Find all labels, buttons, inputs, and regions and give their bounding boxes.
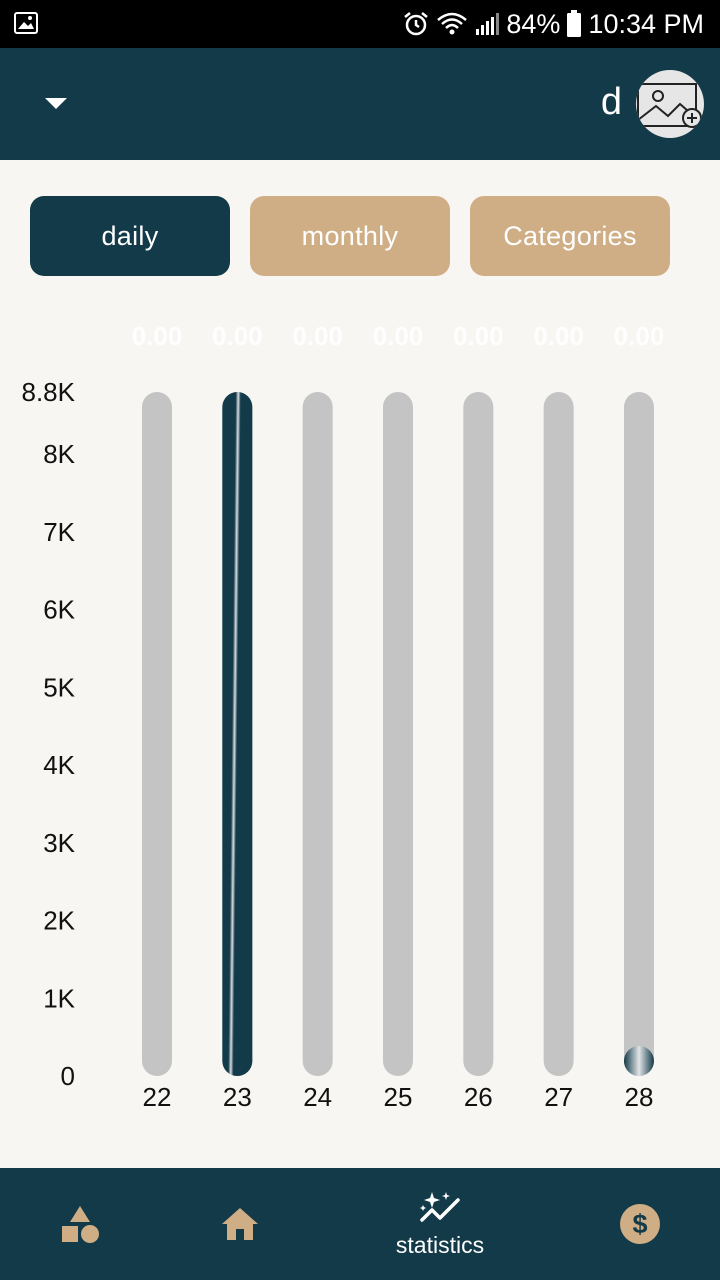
x-tick-label: 22	[143, 1082, 172, 1112]
bar-top-value-label: 0.00	[292, 321, 343, 351]
tab-categories[interactable]: Categories	[470, 196, 670, 276]
y-tick-label: 4K	[43, 750, 75, 780]
y-tick-label: 8K	[43, 439, 75, 469]
nav-expenses[interactable]: $	[600, 1168, 680, 1280]
bar-top-value-label: 0.00	[614, 321, 665, 351]
x-tick-label: 24	[303, 1082, 332, 1112]
nav-statistics[interactable]: statistics	[380, 1168, 500, 1280]
bar-top-value-label: 0.00	[453, 321, 504, 351]
bar-track[interactable]	[142, 392, 172, 1076]
nav-statistics-label: statistics	[395, 1231, 485, 1258]
bottom-navigation: statistics $	[0, 1168, 720, 1280]
nav-home[interactable]	[200, 1168, 280, 1280]
caret-down-icon	[45, 98, 67, 109]
chart-svg: 0 1K 2K 3K 4K 5K 6K 7K 8K 8.8K 0.00 22 0.00 23 0.00 24 0…	[22, 321, 665, 1112]
bar-track[interactable]	[382, 392, 413, 1076]
bar-top-value-label: 0.00	[533, 321, 584, 351]
x-tick-label: 28	[625, 1082, 654, 1112]
bar-track[interactable]	[623, 392, 654, 1076]
add-photo-icon	[637, 83, 702, 128]
x-tick-label: 27	[544, 1082, 573, 1112]
y-tick-label: 2K	[43, 906, 75, 936]
avatar[interactable]	[636, 70, 704, 138]
bar-value[interactable]	[222, 392, 253, 1076]
nav-categories[interactable]	[40, 1168, 120, 1280]
y-tick-label: 0	[61, 1061, 75, 1091]
app-bar: d	[0, 48, 720, 160]
alarm-icon	[402, 10, 430, 38]
y-tick-label: 3K	[43, 828, 75, 858]
user-initial: d	[600, 81, 622, 123]
period-tabs: daily monthly Categories	[30, 196, 670, 276]
dollar-icon: $	[620, 1204, 660, 1244]
bar-top-value-label: 0.00	[212, 321, 263, 351]
y-tick-label: 6K	[43, 595, 75, 625]
battery-icon	[566, 10, 582, 38]
bar-top-value-label: 0.00	[132, 321, 183, 351]
x-tick-label: 26	[464, 1082, 493, 1112]
svg-text:$: $	[632, 1209, 647, 1239]
clock: 10:34 PM	[588, 8, 704, 39]
dropdown-button[interactable]	[36, 84, 76, 124]
x-tick-label: 25	[384, 1082, 413, 1112]
x-tick-label: 23	[223, 1082, 252, 1112]
status-bar: 84% 10:34 PM	[0, 0, 720, 48]
bar-value[interactable]	[623, 1046, 654, 1076]
gallery-icon	[14, 12, 38, 34]
signal-icon	[474, 11, 500, 37]
bar-track[interactable]	[302, 392, 333, 1076]
tab-monthly[interactable]: monthly	[250, 196, 450, 276]
bar-top-value-label: 0.00	[373, 321, 424, 351]
y-tick-label: 5K	[43, 672, 75, 702]
bar-track[interactable]	[543, 392, 574, 1076]
bar-track[interactable]	[463, 392, 494, 1076]
shapes-icon	[62, 1206, 99, 1243]
daily-bar-chart: 0 1K 2K 3K 4K 5K 6K 7K 8K 8.8K 0.00 22 0.00 23 0.00 24 0…	[0, 300, 720, 1140]
y-tick-label: 8.8K	[22, 377, 76, 407]
wifi-icon	[436, 11, 468, 37]
chart-sparkle-icon	[420, 1191, 460, 1222]
y-tick-label: 1K	[43, 983, 75, 1013]
home-icon	[222, 1208, 258, 1240]
y-tick-label: 7K	[43, 517, 75, 547]
tab-daily[interactable]: daily	[30, 196, 230, 276]
battery-percent: 84%	[506, 8, 561, 39]
